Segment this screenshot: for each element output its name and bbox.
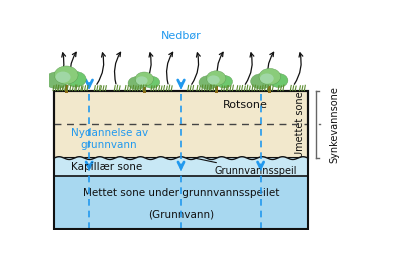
- Text: Synkevannsone: Synkevannsone: [329, 86, 339, 163]
- Bar: [54, 158, 308, 176]
- Bar: [54, 91, 308, 158]
- Ellipse shape: [269, 74, 288, 87]
- Bar: [268, 86, 271, 93]
- Bar: [65, 85, 68, 93]
- Ellipse shape: [66, 71, 86, 87]
- Bar: [54, 91, 308, 229]
- Text: (Grunnvann): (Grunnvann): [148, 209, 214, 219]
- Bar: [143, 87, 145, 93]
- Text: Grunnvannsspeil: Grunnvannsspeil: [193, 158, 297, 176]
- Ellipse shape: [260, 74, 274, 84]
- Ellipse shape: [55, 71, 71, 83]
- Ellipse shape: [128, 77, 145, 90]
- Ellipse shape: [216, 75, 233, 88]
- Ellipse shape: [251, 74, 271, 89]
- Text: Umettet sone: Umettet sone: [295, 91, 305, 158]
- Ellipse shape: [136, 76, 148, 85]
- Bar: [54, 176, 308, 229]
- Text: Nedbør: Nedbør: [161, 31, 201, 41]
- Ellipse shape: [207, 75, 220, 85]
- Ellipse shape: [259, 68, 280, 85]
- Ellipse shape: [199, 76, 218, 90]
- Ellipse shape: [207, 71, 226, 86]
- Bar: [215, 86, 218, 93]
- Ellipse shape: [45, 72, 68, 89]
- Text: Nydannelse av
grunnvann: Nydannelse av grunnvann: [70, 128, 148, 150]
- Ellipse shape: [55, 66, 78, 84]
- Text: Kapillær sone: Kapillær sone: [71, 162, 142, 172]
- Text: Rotsone: Rotsone: [223, 100, 268, 110]
- Text: Mettet sone under grunnvannsspeilet: Mettet sone under grunnvannsspeilet: [83, 188, 279, 198]
- Ellipse shape: [144, 76, 160, 88]
- Ellipse shape: [135, 72, 153, 86]
